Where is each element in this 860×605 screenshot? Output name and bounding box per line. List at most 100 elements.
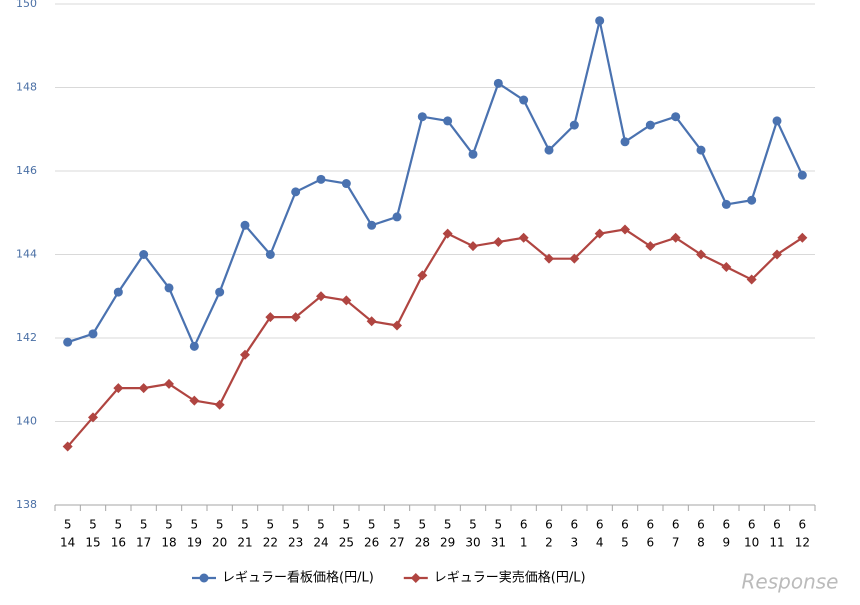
marker: [797, 232, 808, 243]
marker: [316, 174, 326, 184]
x-tick-label: 5: [343, 518, 351, 532]
series-line: [66, 228, 803, 448]
x-tick-label: 6: [773, 518, 781, 532]
marker: [417, 112, 427, 122]
series-line: [67, 20, 804, 350]
x-tick-label: 29: [440, 536, 455, 550]
marker: [113, 287, 123, 297]
x-tick-label: 5: [241, 518, 249, 532]
x-tick-label: 6: [520, 518, 528, 532]
marker: [113, 383, 124, 394]
y-tick-label: 150: [16, 0, 37, 10]
y-tick-label: 146: [16, 164, 37, 177]
marker: [417, 270, 428, 281]
x-tick-label: 5: [292, 518, 300, 532]
x-tick-label: 5: [140, 518, 148, 532]
marker: [138, 383, 149, 394]
marker: [544, 145, 554, 155]
marker: [341, 179, 351, 189]
marker: [569, 253, 580, 264]
marker: [468, 149, 478, 159]
marker: [519, 95, 529, 105]
x-tick-label: 24: [313, 536, 328, 550]
x-tick-label: 6: [571, 518, 579, 532]
marker: [215, 287, 225, 297]
x-tick-label: 31: [491, 536, 506, 550]
marker: [721, 199, 731, 209]
marker: [410, 573, 421, 583]
x-tick-label: 16: [111, 536, 126, 550]
marker: [645, 120, 655, 130]
marker: [772, 249, 782, 260]
x-tick-label: 6: [621, 518, 629, 532]
marker: [746, 274, 757, 285]
x-tick-label: 5: [368, 518, 376, 532]
marker: [569, 120, 579, 130]
y-tick-label: 144: [16, 248, 37, 261]
marker: [240, 349, 250, 360]
marker: [88, 329, 98, 339]
marker: [265, 312, 276, 323]
x-tick-label: 25: [339, 536, 354, 550]
x-tick-label: 6: [723, 518, 731, 532]
y-tick-label: 148: [16, 81, 37, 94]
x-tick-label: 5: [317, 518, 325, 532]
x-tick-label: 9: [723, 536, 731, 550]
marker: [797, 170, 807, 180]
x-tick-label: 5: [621, 536, 629, 550]
x-tick-label: 5: [495, 518, 503, 532]
x-tick-label: 14: [60, 536, 75, 550]
x-tick-label: 5: [393, 518, 401, 532]
marker: [290, 312, 301, 323]
x-tick-label: 6: [748, 518, 756, 532]
x-tick-label: 22: [263, 536, 278, 550]
x-tick-label: 30: [465, 536, 480, 550]
x-tick-label: 4: [596, 536, 604, 550]
x-tick-label: 5: [191, 518, 199, 532]
marker: [696, 249, 706, 260]
marker: [367, 220, 377, 230]
watermark: Response: [742, 570, 839, 594]
marker: [721, 262, 732, 273]
x-tick-label: 6: [697, 518, 705, 532]
marker: [442, 228, 453, 239]
marker: [392, 212, 402, 222]
x-tick-label: 7: [672, 536, 680, 550]
marker: [291, 187, 301, 197]
marker: [88, 412, 98, 423]
marker: [164, 378, 174, 389]
marker: [366, 316, 377, 327]
marker: [240, 220, 250, 230]
x-tick-label: 26: [364, 536, 379, 550]
x-tick-label: 5: [165, 518, 173, 532]
x-tick-label: 18: [161, 536, 176, 550]
marker: [164, 283, 174, 293]
x-tick-label: 27: [389, 536, 404, 550]
x-tick-label: 17: [136, 536, 151, 550]
x-tick-label: 21: [237, 536, 252, 550]
x-tick-label: 6: [647, 536, 655, 550]
marker: [189, 395, 200, 406]
x-tick-label: 8: [697, 536, 705, 550]
x-tick-label: 12: [795, 536, 810, 550]
y-tick-label: 142: [16, 331, 37, 344]
marker: [595, 16, 605, 26]
x-tick-label: 19: [187, 536, 202, 550]
x-tick-label: 6: [596, 518, 604, 532]
x-tick-label: 5: [115, 518, 123, 532]
x-tick-label: 10: [744, 536, 759, 550]
marker: [671, 112, 681, 122]
x-tick-label: 20: [212, 536, 227, 550]
x-tick-label: 5: [469, 518, 477, 532]
x-tick-label: 5: [444, 518, 452, 532]
marker: [316, 291, 326, 302]
legend-label: レギュラー実売価格(円/L): [434, 570, 586, 586]
marker: [62, 441, 73, 452]
marker: [620, 224, 630, 235]
marker: [199, 573, 209, 583]
marker: [544, 253, 554, 264]
y-tick-label: 140: [16, 415, 37, 428]
x-tick-label: 5: [216, 518, 224, 532]
